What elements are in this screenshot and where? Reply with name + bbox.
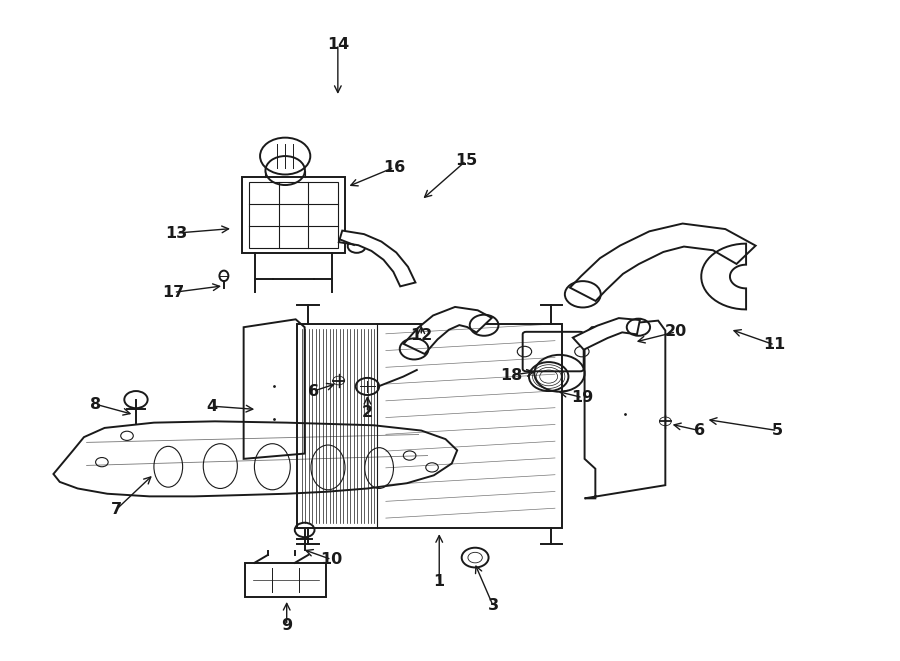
Text: 18: 18: [500, 368, 522, 383]
Text: 17: 17: [163, 285, 184, 300]
PathPatch shape: [338, 231, 416, 286]
Text: 6: 6: [694, 423, 705, 438]
Text: 1: 1: [434, 574, 445, 590]
Text: 19: 19: [572, 390, 594, 405]
PathPatch shape: [570, 223, 756, 301]
Text: 11: 11: [764, 338, 786, 352]
Text: 2: 2: [362, 405, 373, 420]
Text: 14: 14: [327, 36, 349, 52]
Bar: [249, 182, 338, 248]
PathPatch shape: [572, 318, 640, 350]
Text: 7: 7: [111, 502, 122, 517]
Bar: [242, 177, 345, 253]
Text: 12: 12: [410, 329, 432, 343]
Text: 13: 13: [166, 225, 187, 241]
Text: 8: 8: [90, 397, 101, 412]
Text: 10: 10: [320, 552, 343, 567]
Bar: [298, 324, 562, 528]
Text: 15: 15: [455, 153, 477, 168]
Text: 9: 9: [281, 618, 292, 633]
PathPatch shape: [403, 307, 491, 354]
Text: 16: 16: [383, 160, 406, 175]
Text: 3: 3: [488, 598, 499, 613]
Text: 5: 5: [772, 423, 783, 438]
Bar: [246, 563, 326, 597]
Text: 20: 20: [665, 325, 688, 339]
Text: 4: 4: [207, 399, 218, 414]
Text: 6: 6: [308, 383, 320, 399]
